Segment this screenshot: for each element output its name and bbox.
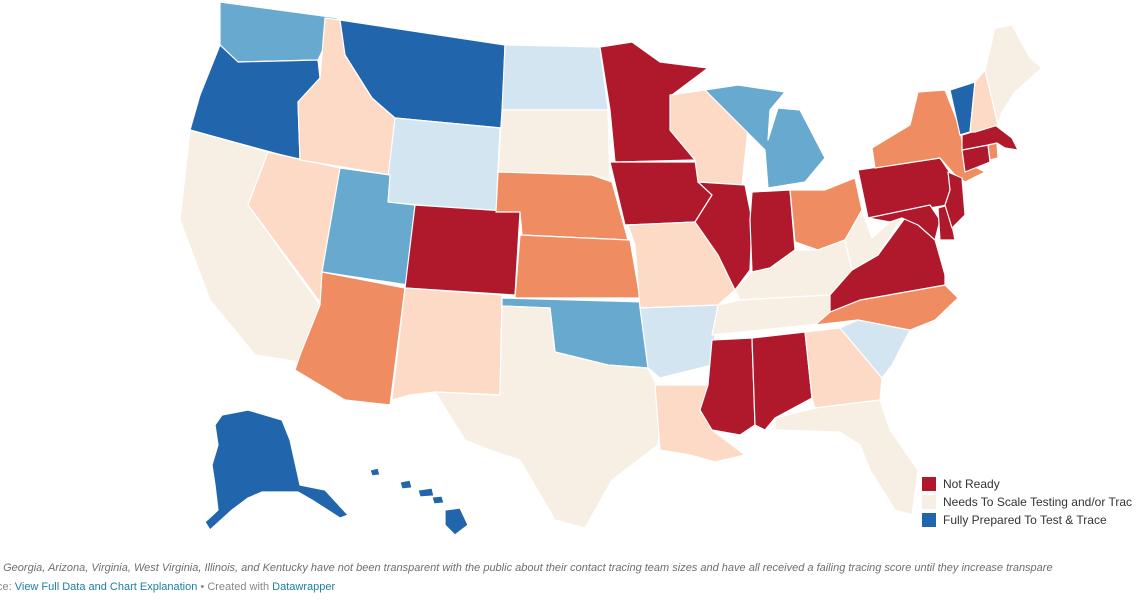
legend-label: Fully Prepared To Test & Trace — [943, 513, 1107, 527]
state-colorado[interactable] — [404, 204, 521, 296]
state-new-jersey[interactable] — [944, 171, 966, 229]
us-states-map — [179, 1, 1043, 536]
legend-label: Needs To Scale Testing and/or Trac — [943, 495, 1132, 509]
datawrapper-link[interactable]: Datawrapper — [272, 581, 336, 593]
source-line: ce: View Full Data and Chart Explanation… — [0, 581, 335, 593]
legend-swatch — [922, 495, 936, 509]
footnote-text: Georgia, Arizona, Virginia, West Virgini… — [3, 562, 1053, 574]
state-florida[interactable] — [774, 399, 919, 516]
state-washington[interactable] — [219, 1, 339, 63]
state-maryland[interactable] — [867, 204, 941, 241]
map-footnote: : Georgia, Arizona, Virginia, West Virgi… — [0, 562, 1148, 574]
state-alaska[interactable] — [204, 409, 349, 531]
legend-swatch — [922, 477, 936, 491]
source-prefix: ce: — [0, 581, 12, 593]
footnote-prefix: : — [0, 562, 3, 574]
state-maine[interactable] — [984, 24, 1043, 126]
legend-swatch — [922, 513, 936, 527]
map-svg — [179, 1, 1043, 536]
state-south-carolina[interactable] — [839, 319, 911, 379]
state-new-hampshire[interactable] — [969, 69, 999, 133]
source-separator: • Created with — [197, 581, 273, 593]
legend-label: Not Ready — [943, 477, 1000, 491]
state-new-mexico[interactable] — [391, 287, 503, 401]
state-rhode-island[interactable] — [987, 142, 999, 161]
state-delaware[interactable] — [937, 204, 956, 241]
state-north-dakota[interactable] — [501, 44, 609, 111]
state-michigan[interactable] — [704, 84, 826, 189]
view-full-data-link[interactable]: View Full Data and Chart Explanation — [14, 581, 198, 593]
state-texas[interactable] — [434, 305, 663, 529]
state-hawaii[interactable] — [369, 467, 469, 536]
state-kansas[interactable] — [514, 234, 641, 299]
state-wyoming[interactable] — [384, 117, 501, 213]
state-south-dakota[interactable] — [497, 109, 611, 181]
state-arkansas[interactable] — [639, 304, 719, 379]
state-arizona[interactable] — [294, 271, 406, 406]
